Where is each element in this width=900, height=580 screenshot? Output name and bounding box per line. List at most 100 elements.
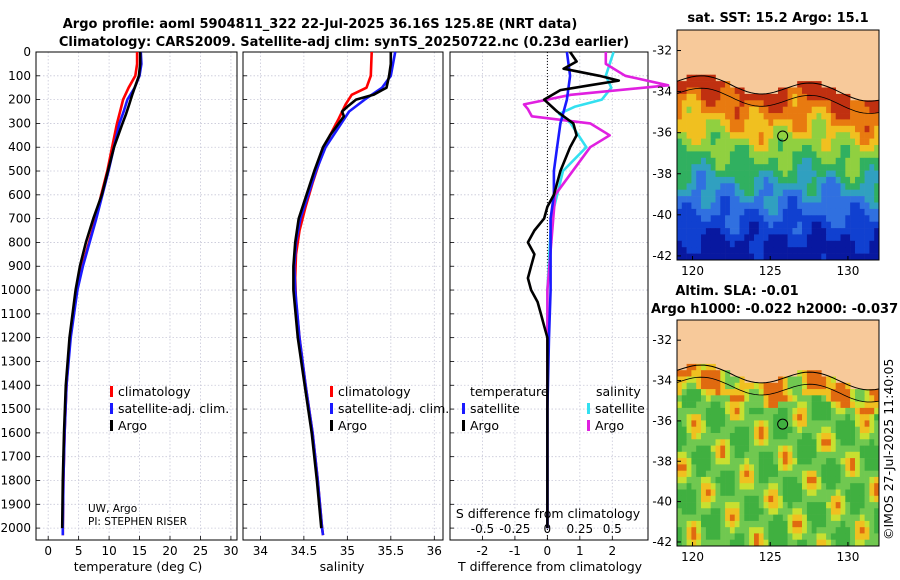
map-cell [739, 183, 745, 190]
map-cell [806, 476, 812, 484]
map-cell [744, 508, 750, 515]
map-cell [773, 189, 779, 197]
map-cell [864, 228, 870, 235]
map-cell [758, 113, 764, 120]
depth-tick-label: 900 [8, 259, 31, 273]
map-cell [734, 215, 740, 222]
map-cell [850, 520, 856, 528]
map-cell [754, 138, 760, 146]
map-cell [763, 234, 769, 242]
map-cell [869, 157, 875, 165]
map-cell [691, 433, 697, 440]
map-cell [749, 502, 755, 509]
map-cell [691, 502, 697, 509]
map-cell [869, 119, 875, 127]
map-cell [821, 125, 827, 133]
map-cell [787, 407, 793, 415]
map-cell [696, 445, 702, 453]
map-cell [782, 426, 788, 434]
map-cell [715, 196, 721, 203]
map-cell [763, 495, 769, 503]
map-cell [840, 106, 846, 114]
map-cell [869, 170, 875, 178]
map-cell [830, 533, 836, 540]
map-cell [778, 202, 784, 210]
map-cell [778, 439, 784, 446]
map-cell [816, 539, 822, 547]
map-cell [850, 208, 856, 216]
map-cell [850, 125, 856, 133]
map-cell [758, 125, 764, 133]
map-cell [754, 106, 760, 114]
map-cell [729, 376, 735, 384]
map-cell [826, 539, 832, 547]
map-cell [749, 539, 755, 547]
map-cell [701, 433, 707, 440]
map-cell [845, 527, 851, 534]
map-cell [835, 221, 841, 229]
map-cell [787, 215, 793, 222]
map-cell [869, 539, 875, 547]
map-cell [869, 234, 875, 242]
map-cell [758, 514, 764, 522]
map-cell [806, 464, 812, 471]
map-cell [744, 215, 750, 222]
map-cell [720, 514, 726, 522]
map-cell [701, 533, 707, 540]
map-cell [850, 183, 856, 190]
map-cell [840, 508, 846, 515]
map-cell [739, 470, 745, 478]
map-cell [782, 527, 788, 534]
map-cell [720, 151, 726, 159]
map-cell [725, 189, 731, 197]
map-cell [686, 74, 692, 82]
map-cell [681, 151, 687, 159]
map-cell [773, 520, 779, 528]
map-cell [855, 164, 861, 171]
map-cell [754, 113, 760, 120]
map-cell [782, 439, 788, 446]
map-cell [830, 93, 836, 101]
map-cell [758, 100, 764, 107]
map-cell [705, 125, 711, 133]
map-cell [686, 145, 692, 152]
map-cell [725, 539, 731, 547]
map-cell [720, 533, 726, 540]
map-cell [850, 514, 856, 522]
map-cell [850, 164, 856, 171]
map-cell [773, 106, 779, 114]
map-cell [835, 407, 841, 415]
map-cell [768, 527, 774, 534]
map-cell [778, 407, 784, 415]
map-cell [725, 502, 731, 509]
map-cell [802, 389, 808, 396]
map-cell [778, 221, 784, 229]
map-cell [691, 106, 697, 114]
map-cell [715, 164, 721, 171]
map-cell [859, 138, 865, 146]
map-cell [811, 196, 817, 203]
map-cell [855, 426, 861, 434]
map-cell [763, 470, 769, 478]
map-cell [739, 451, 745, 459]
map-cell [768, 208, 774, 216]
map-cell [686, 100, 692, 107]
map-cell [701, 489, 707, 497]
map-cell [792, 420, 798, 427]
map-cell [729, 208, 735, 216]
map-cell [797, 234, 803, 242]
map-cell [778, 433, 784, 440]
map-cell [725, 106, 731, 114]
map-cell [864, 470, 870, 478]
map-cell [830, 138, 836, 146]
map-cell [811, 138, 817, 146]
map-cell [826, 376, 832, 384]
map-cell [821, 93, 827, 101]
map-cell [864, 489, 870, 497]
map-cell [681, 113, 687, 120]
map-cell [850, 176, 856, 184]
map-cell [705, 407, 711, 415]
map-cell [754, 382, 760, 390]
map-cell [710, 420, 716, 427]
map-cell [754, 247, 760, 254]
